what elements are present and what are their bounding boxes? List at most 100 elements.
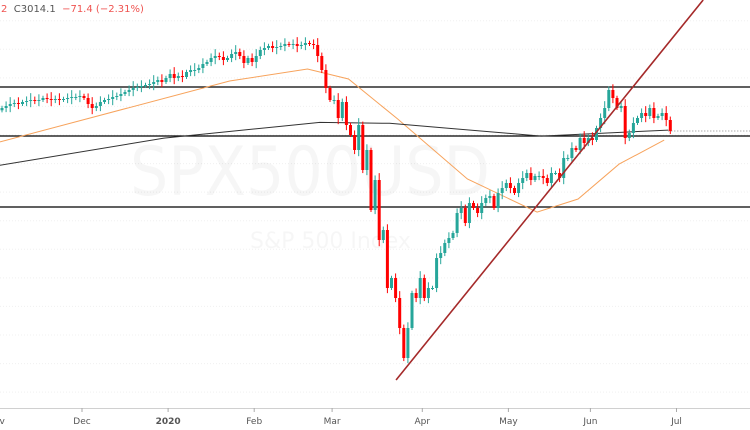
candle-body bbox=[16, 103, 20, 104]
candle-body bbox=[390, 278, 393, 288]
candle-body bbox=[180, 76, 184, 77]
candle-body bbox=[562, 158, 566, 178]
candle-body bbox=[299, 45, 303, 46]
trendline[interactable] bbox=[395, 0, 704, 381]
candle-body bbox=[451, 233, 455, 238]
x-tick-label: 2020 bbox=[156, 417, 181, 427]
candle-body bbox=[443, 243, 447, 253]
candle-body bbox=[144, 85, 147, 86]
candle-body bbox=[4, 106, 8, 108]
candle-body bbox=[287, 44, 291, 45]
candle-body bbox=[148, 84, 152, 85]
candle-body bbox=[291, 44, 295, 45]
candle-body bbox=[308, 43, 311, 44]
candle-body bbox=[238, 52, 242, 56]
candle-body bbox=[66, 98, 70, 99]
candle-body bbox=[398, 298, 402, 328]
candle-body bbox=[410, 293, 414, 328]
legend-close: C3014.1 bbox=[13, 4, 56, 15]
candle-body bbox=[107, 99, 111, 100]
candle-body bbox=[324, 70, 328, 88]
candle-body bbox=[103, 100, 106, 102]
candle-body bbox=[492, 196, 496, 208]
x-tick-label: Dec bbox=[73, 417, 90, 427]
candle-body bbox=[467, 203, 471, 223]
ma-50-line bbox=[0, 68, 665, 213]
candles bbox=[0, 37, 672, 364]
candle-body bbox=[652, 108, 656, 118]
candle-body bbox=[226, 58, 229, 60]
candle-body bbox=[631, 123, 635, 133]
candle-body bbox=[554, 173, 557, 174]
candle-body bbox=[537, 176, 541, 177]
candle-body bbox=[513, 188, 516, 193]
candle-body bbox=[111, 97, 115, 99]
candle-body bbox=[406, 328, 410, 358]
candle-body bbox=[385, 230, 389, 288]
candle-body bbox=[119, 94, 123, 96]
candle-body bbox=[33, 100, 37, 101]
candle-body bbox=[369, 150, 373, 210]
candle-body bbox=[254, 56, 258, 62]
candle-body bbox=[447, 238, 451, 243]
x-tick-label: Nov bbox=[0, 417, 5, 427]
x-tick-label: Feb bbox=[246, 417, 262, 427]
candle-body bbox=[578, 138, 582, 150]
time-axis[interactable]: Nov Dec 2020 Feb Mar Apr May Jun Jul bbox=[0, 408, 682, 427]
watermark-symbol: SPX500USD bbox=[130, 133, 490, 212]
candle-body bbox=[53, 99, 57, 100]
candle-body bbox=[402, 328, 406, 358]
legend-prev: 2 bbox=[1, 4, 8, 15]
x-tick-label: Jul bbox=[670, 417, 682, 427]
candle-body bbox=[463, 208, 467, 223]
candle-body bbox=[275, 47, 279, 48]
legend-change-pct: (−2.31%) bbox=[95, 4, 144, 15]
candle-body bbox=[41, 98, 45, 100]
candle-body bbox=[230, 54, 234, 58]
candle-body bbox=[607, 90, 611, 108]
candle-body bbox=[570, 148, 574, 158]
candle-body bbox=[49, 99, 53, 100]
candle-body bbox=[8, 104, 12, 106]
candle-body bbox=[37, 100, 41, 101]
candle-body bbox=[74, 97, 78, 98]
candle-body bbox=[127, 90, 131, 92]
candle-body bbox=[627, 133, 631, 138]
candle-body bbox=[418, 278, 422, 298]
candle-body bbox=[213, 56, 217, 58]
candle-body bbox=[328, 88, 332, 100]
candle-body bbox=[62, 99, 65, 100]
candle-body bbox=[595, 128, 598, 140]
candle-body bbox=[139, 86, 143, 87]
ohlc-legend: 2 C3014.1 −71.4 (−2.31%) bbox=[1, 4, 144, 15]
candle-body bbox=[320, 56, 324, 70]
candle-body bbox=[234, 52, 238, 54]
candle-body bbox=[533, 176, 537, 180]
candle-body bbox=[381, 230, 385, 240]
candle-body bbox=[82, 96, 86, 98]
candle-body bbox=[221, 57, 225, 60]
candle-body bbox=[242, 56, 246, 63]
candle-body bbox=[394, 278, 398, 298]
candle-body bbox=[611, 90, 615, 98]
candle-body bbox=[160, 80, 164, 82]
candle-body bbox=[267, 46, 270, 48]
candle-body bbox=[361, 125, 365, 170]
candle-body bbox=[246, 58, 250, 63]
trendline-line[interactable] bbox=[395, 0, 704, 381]
candle-body bbox=[636, 118, 639, 123]
candle-body bbox=[205, 62, 209, 64]
candle-body bbox=[262, 48, 266, 50]
candle-body bbox=[426, 288, 430, 298]
candle-body bbox=[193, 70, 197, 71]
candle-body bbox=[164, 78, 168, 82]
candle-body bbox=[574, 148, 578, 150]
candle-body bbox=[316, 45, 320, 56]
candle-body bbox=[549, 173, 553, 183]
candle-body bbox=[431, 288, 434, 289]
candle-body bbox=[664, 113, 668, 120]
ma-200-line bbox=[0, 121, 669, 166]
candle-body bbox=[623, 106, 627, 138]
candle-body bbox=[615, 98, 619, 108]
